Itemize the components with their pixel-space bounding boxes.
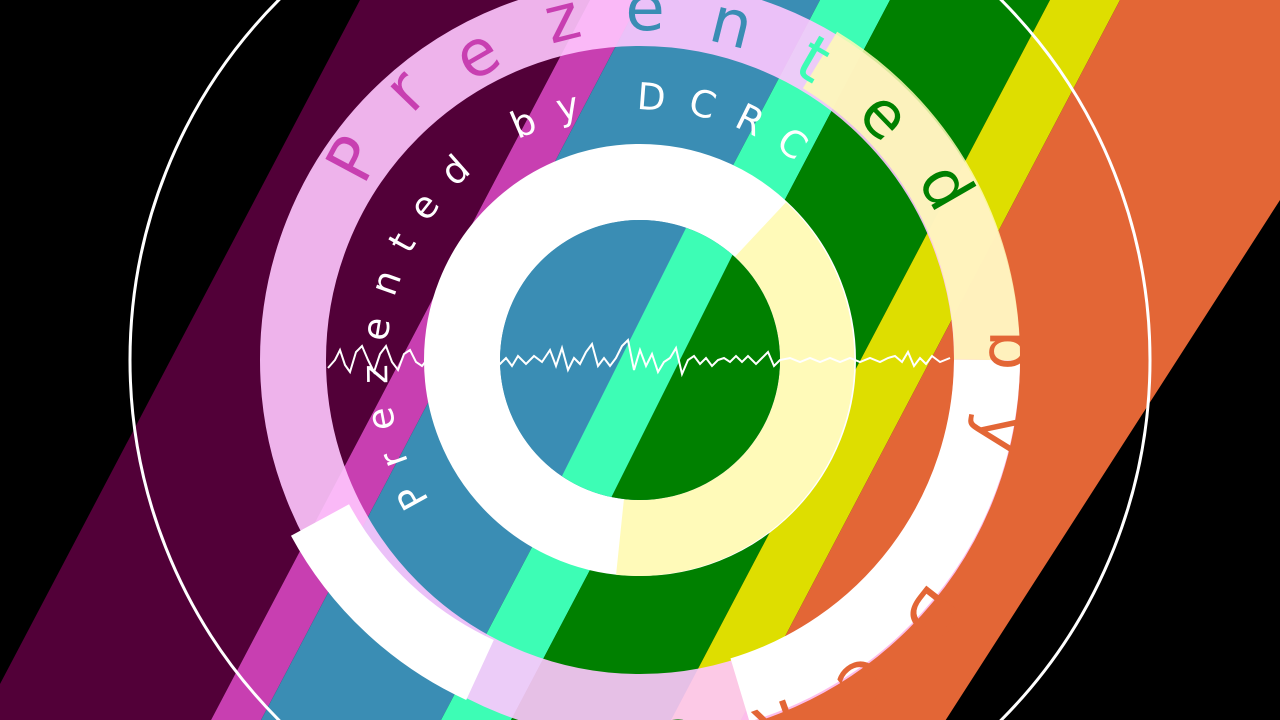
middle-ring-yellow-arc: [616, 202, 855, 576]
outer-ring-white-arc: [730, 359, 1020, 720]
thin-outer-circle: [128, 0, 1152, 720]
audio-waveform: [327, 337, 951, 378]
outer-letter: C: [657, 702, 707, 720]
outer-letter: e: [625, 0, 664, 46]
outer-letter: b: [974, 330, 1048, 371]
outer-ring-white-arc-left: [290, 503, 495, 700]
stripe-yellow: [671, 0, 1120, 720]
outer-ring-highlight: [802, 31, 1021, 361]
